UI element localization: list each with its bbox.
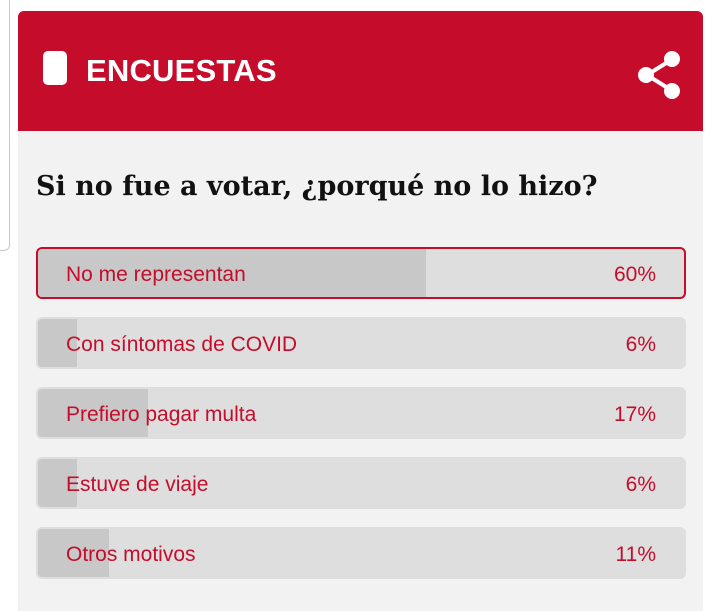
poll-question: Si no fue a votar, ¿porqué no lo hizo?: [36, 171, 598, 202]
poll-option-label: No me representan: [66, 263, 246, 286]
poll-option-no-me-representan[interactable]: No me representan 60%: [36, 247, 686, 299]
poll-option-result-bar: [38, 459, 77, 507]
poll-option-percent: 17%: [613, 403, 656, 426]
poll-options: No me representan 60% Con síntomas de CO…: [36, 247, 686, 597]
poll-option-label: Estuve de viaje: [66, 473, 209, 496]
share-icon[interactable]: [634, 49, 686, 101]
poll-widget: ENCUESTAS Si no fue a votar, ¿porqué no …: [18, 11, 703, 611]
poll-option-percent: 6%: [625, 333, 656, 356]
poll-option-result-bar: [38, 529, 110, 577]
poll-option-percent: 60%: [613, 263, 656, 286]
poll-option-estuve-de-viaje[interactable]: Estuve de viaje 6%: [36, 457, 686, 509]
poll-option-label: Prefiero pagar multa: [66, 403, 257, 426]
poll-option-result-bar: [38, 319, 77, 367]
poll-option-result-bar: [38, 249, 426, 297]
poll-section-title: ENCUESTAS: [86, 53, 277, 88]
poll-option-label: Otros motivos: [66, 543, 196, 566]
document-icon: [43, 51, 67, 85]
poll-option-otros-motivos[interactable]: Otros motivos 11%: [36, 527, 686, 579]
poll-option-percent: 11%: [615, 543, 656, 566]
poll-header: ENCUESTAS: [18, 11, 703, 131]
poll-option-result-bar: [38, 389, 148, 437]
poll-option-prefiero-pagar-multa[interactable]: Prefiero pagar multa 17%: [36, 387, 686, 439]
poll-option-label: Con síntomas de COVID: [66, 333, 298, 356]
poll-option-percent: 6%: [625, 473, 656, 496]
adjacent-panel-edge: [0, 0, 10, 251]
poll-option-con-sintomas-de-covid[interactable]: Con síntomas de COVID 6%: [36, 317, 686, 369]
